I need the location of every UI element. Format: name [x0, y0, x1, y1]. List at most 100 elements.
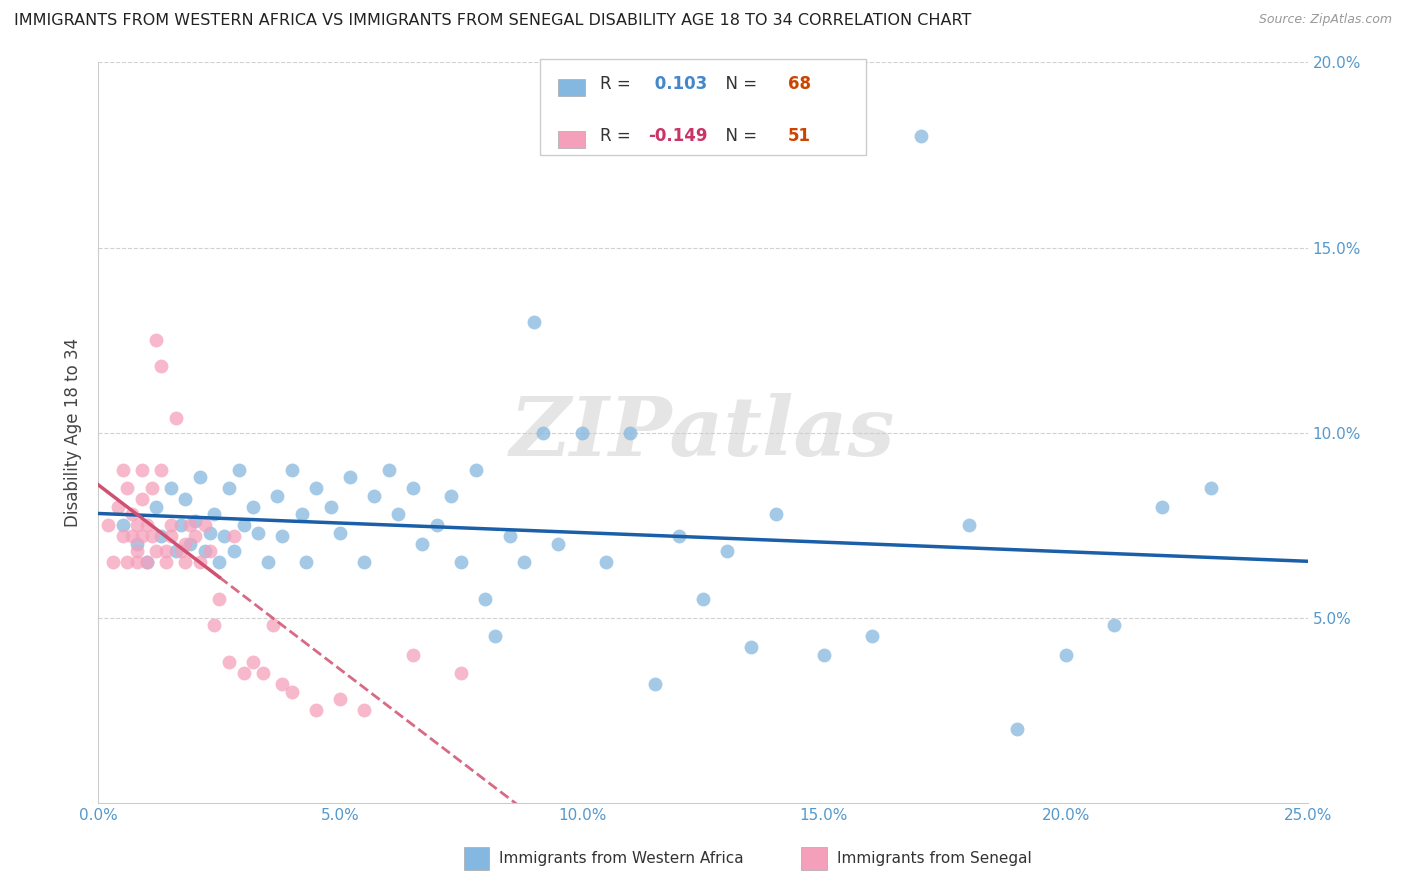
Point	[692, 592, 714, 607]
FancyBboxPatch shape	[540, 59, 866, 155]
Point	[523, 314, 546, 328]
Point	[281, 462, 304, 476]
Point	[127, 544, 149, 558]
Text: Source: ZipAtlas.com: Source: ZipAtlas.com	[1258, 13, 1392, 27]
Point	[169, 518, 191, 533]
Point	[150, 462, 173, 476]
Point	[150, 529, 173, 543]
Point	[204, 618, 226, 632]
Point	[121, 507, 143, 521]
Bar	[558, 79, 585, 95]
Point	[179, 518, 201, 533]
Point	[111, 518, 134, 533]
Point	[1054, 648, 1077, 662]
Text: Immigrants from Senegal: Immigrants from Senegal	[837, 851, 1032, 866]
Point	[450, 666, 472, 681]
Point	[141, 529, 163, 543]
Y-axis label: Disability Age 18 to 34: Disability Age 18 to 34	[65, 338, 83, 527]
Point	[135, 555, 157, 569]
Point	[513, 555, 536, 569]
Bar	[801, 847, 827, 870]
Text: -0.149: -0.149	[648, 127, 709, 145]
Point	[117, 481, 139, 495]
Point	[127, 555, 149, 569]
Point	[305, 703, 328, 717]
Point	[232, 666, 254, 681]
Point	[232, 518, 254, 533]
Point	[271, 677, 294, 691]
Point	[107, 500, 129, 514]
Point	[498, 529, 520, 543]
Point	[450, 555, 472, 569]
Point	[813, 648, 835, 662]
Point	[198, 544, 221, 558]
Point	[188, 470, 211, 484]
Point	[668, 529, 690, 543]
Point	[295, 555, 318, 569]
Point	[208, 592, 231, 607]
Point	[290, 507, 312, 521]
Point	[150, 359, 173, 373]
Point	[184, 529, 207, 543]
Point	[218, 481, 240, 495]
Point	[1152, 500, 1174, 514]
Point	[184, 515, 207, 529]
Point	[402, 481, 425, 495]
Point	[402, 648, 425, 662]
Text: 68: 68	[787, 75, 811, 93]
Point	[194, 544, 217, 558]
Point	[1007, 722, 1029, 736]
Point	[242, 655, 264, 669]
Point	[716, 544, 738, 558]
Point	[111, 462, 134, 476]
Point	[145, 500, 167, 514]
Point	[281, 685, 304, 699]
Point	[595, 555, 617, 569]
Point	[160, 529, 183, 543]
Text: N =: N =	[716, 127, 762, 145]
Text: ZIPatlas: ZIPatlas	[510, 392, 896, 473]
Point	[218, 655, 240, 669]
Point	[411, 536, 433, 550]
Point	[266, 489, 288, 503]
Point	[305, 481, 328, 495]
Point	[165, 544, 187, 558]
Point	[474, 592, 496, 607]
Point	[117, 555, 139, 569]
Point	[188, 555, 211, 569]
Point	[363, 489, 385, 503]
Point	[174, 536, 197, 550]
Point	[1199, 481, 1222, 495]
Point	[765, 507, 787, 521]
Point	[262, 618, 284, 632]
Point	[547, 536, 569, 550]
Point	[256, 555, 278, 569]
Point	[329, 692, 352, 706]
Point	[127, 536, 149, 550]
Point	[160, 481, 183, 495]
Point	[145, 544, 167, 558]
Point	[131, 529, 153, 543]
Point	[353, 703, 375, 717]
Point	[174, 492, 197, 507]
Text: 0.103: 0.103	[648, 75, 707, 93]
Point	[619, 425, 641, 440]
Point	[426, 518, 449, 533]
Point	[198, 525, 221, 540]
Point	[160, 518, 183, 533]
Bar	[558, 131, 585, 147]
Point	[155, 555, 177, 569]
Point	[957, 518, 980, 533]
Point	[222, 544, 245, 558]
Point	[353, 555, 375, 569]
Point	[319, 500, 342, 514]
Point	[204, 507, 226, 521]
Point	[174, 555, 197, 569]
Text: IMMIGRANTS FROM WESTERN AFRICA VS IMMIGRANTS FROM SENEGAL DISABILITY AGE 18 TO 3: IMMIGRANTS FROM WESTERN AFRICA VS IMMIGR…	[14, 13, 972, 29]
Point	[127, 518, 149, 533]
Point	[387, 507, 409, 521]
Point	[111, 529, 134, 543]
Point	[131, 492, 153, 507]
Point	[228, 462, 250, 476]
Text: 51: 51	[787, 127, 811, 145]
